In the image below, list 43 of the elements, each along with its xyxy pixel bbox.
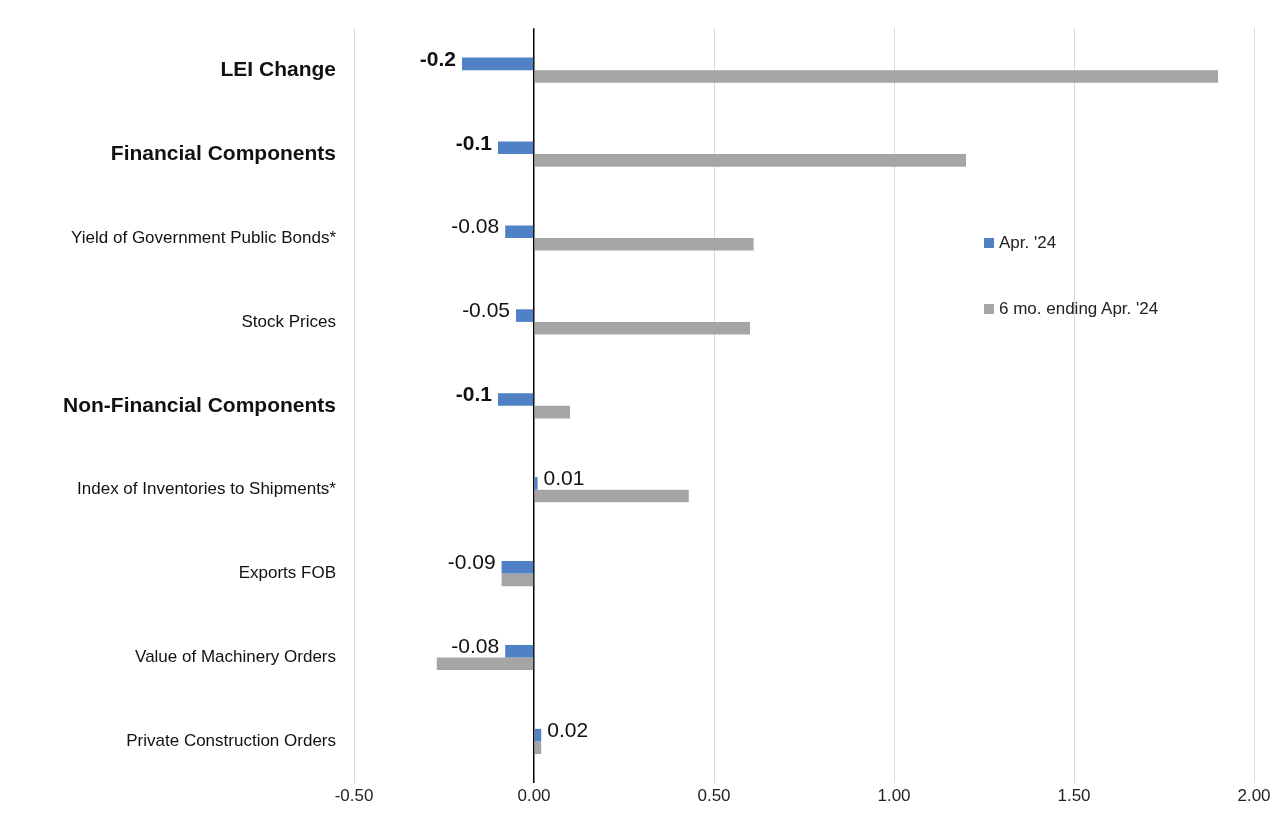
data-label: 0.02 <box>547 717 589 741</box>
x-tick-label: -0.50 <box>334 786 374 806</box>
data-label: -0.2 <box>419 46 456 70</box>
bar <box>498 393 534 406</box>
data-label: -0.05 <box>462 298 510 322</box>
bar <box>501 561 534 574</box>
data-label: 0.01 <box>543 466 585 490</box>
bar <box>462 57 534 71</box>
bar <box>534 477 538 490</box>
x-tick-label: 1.50 <box>1057 786 1091 806</box>
x-tick-label: 1.00 <box>877 786 911 806</box>
data-label: -0.08 <box>451 634 500 658</box>
bar <box>534 405 570 419</box>
bar <box>534 237 754 251</box>
data-label: -0.09 <box>447 550 496 574</box>
y-tick-label: Index of Inventories to Shipments* <box>77 479 337 499</box>
bar <box>436 657 534 671</box>
y-tick-label: Stock Prices <box>241 311 336 331</box>
bar <box>505 644 534 658</box>
bar <box>534 489 689 503</box>
y-tick-label: Non-Financial Components <box>63 392 336 416</box>
y-tick-label: LEI Change <box>220 56 336 80</box>
bar <box>516 309 534 322</box>
bar <box>534 741 542 755</box>
x-tick-label: 0.50 <box>697 786 731 806</box>
bar <box>534 154 966 167</box>
y-tick-label: Exports FOB <box>238 563 336 583</box>
bar <box>534 70 1218 83</box>
bar <box>501 573 534 587</box>
y-tick-label: Financial Components <box>110 140 336 164</box>
x-tick-label: 2.00 <box>1237 786 1271 806</box>
bar <box>505 225 534 238</box>
legend-label: 6 mo. ending Apr. '24 <box>999 299 1159 320</box>
bar <box>534 321 750 335</box>
legend-label: Apr. '24 <box>999 233 1057 254</box>
bar <box>498 141 534 155</box>
data-label: -0.08 <box>451 214 500 238</box>
data-label: -0.1 <box>455 130 493 154</box>
y-tick-label: Value of Machinery Orders <box>135 647 336 667</box>
x-tick-label: 0.00 <box>517 786 551 806</box>
y-tick-label: Private Construction Orders <box>126 731 336 751</box>
y-tick-label: Yield of Government Public Bonds* <box>71 227 337 247</box>
data-label: -0.1 <box>455 382 493 406</box>
